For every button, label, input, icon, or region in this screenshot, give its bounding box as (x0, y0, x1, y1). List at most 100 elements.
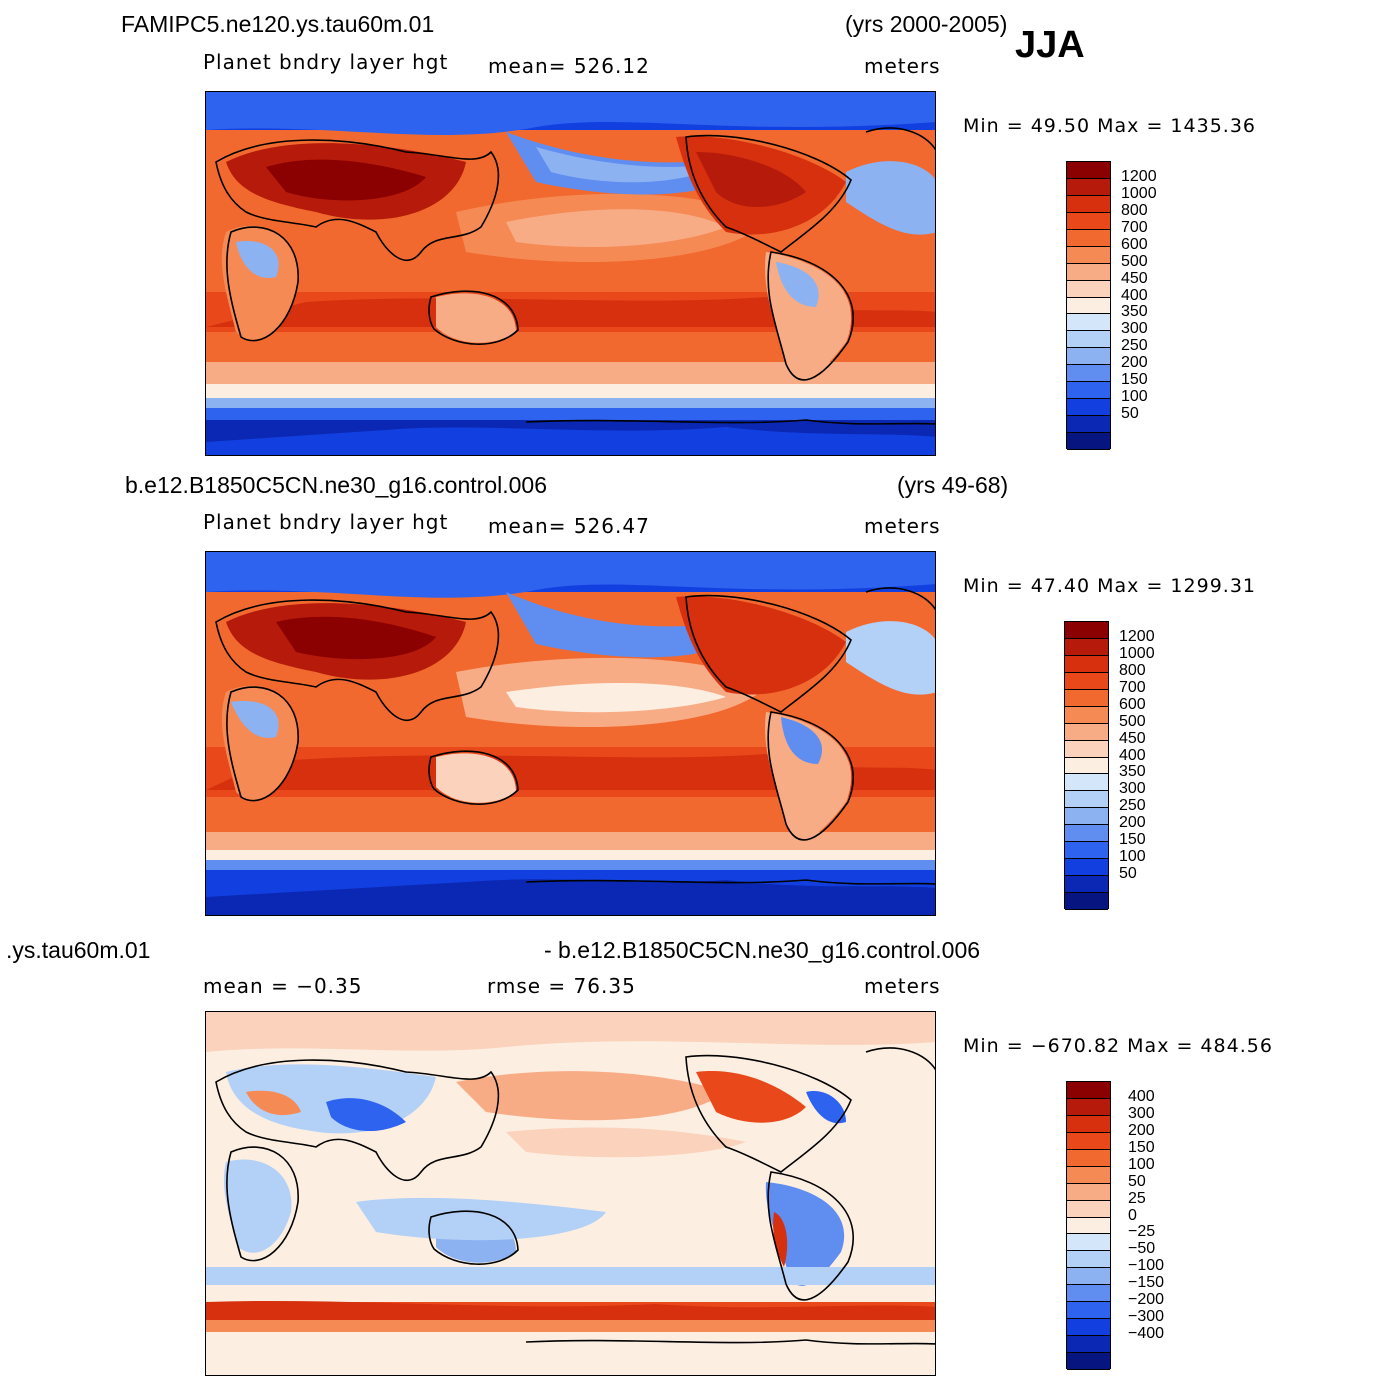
colorbar-swatch (1067, 1319, 1110, 1337)
panel2-colorbar (1064, 621, 1109, 910)
colorbar-label: 400 (1119, 746, 1146, 764)
colorbar-swatch (1067, 246, 1110, 264)
colorbar-swatch (1065, 655, 1108, 673)
colorbar-label: 300 (1121, 320, 1148, 338)
colorbar-label: 300 (1128, 1104, 1155, 1122)
colorbar-label: 200 (1128, 1121, 1155, 1139)
colorbar-swatch (1067, 1234, 1110, 1252)
colorbar-swatch (1067, 1115, 1110, 1133)
colorbar-swatch (1067, 1200, 1110, 1218)
colorbar-label: −150 (1128, 1274, 1165, 1292)
colorbar-swatch (1065, 859, 1108, 877)
colorbar-label: 450 (1119, 729, 1146, 747)
colorbar-swatch (1065, 842, 1108, 860)
colorbar-label: 200 (1121, 354, 1148, 372)
colorbar-label: 200 (1119, 814, 1146, 832)
panel1-units: meters (864, 54, 941, 78)
colorbar-swatch (1065, 893, 1108, 910)
panel1-mean: mean= 526.12 (488, 54, 650, 78)
colorbar-swatch (1067, 178, 1110, 196)
panel2-units: meters (864, 514, 941, 538)
colorbar-swatch (1067, 348, 1110, 366)
colorbar-swatch (1065, 740, 1108, 758)
colorbar-label: 1000 (1121, 184, 1157, 202)
colorbar-label: 700 (1121, 218, 1148, 236)
colorbar-label: 1200 (1121, 167, 1157, 185)
colorbar-swatch (1067, 382, 1110, 400)
colorbar-swatch (1067, 1217, 1110, 1235)
colorbar-swatch (1067, 1149, 1110, 1167)
panel3-case-title: .ys.tau60m.01 (6, 937, 151, 963)
colorbar-swatch (1067, 1302, 1110, 1320)
panel3-minmax: Min = −670.82 Max = 484.56 (963, 1035, 1273, 1057)
colorbar-swatch (1067, 195, 1110, 213)
colorbar-label: 400 (1128, 1087, 1155, 1105)
panel1-map-field (206, 92, 935, 455)
colorbar-swatch (1065, 774, 1108, 792)
colorbar-label: 500 (1119, 712, 1146, 730)
panel2-map-field (206, 552, 935, 915)
colorbar-swatch (1067, 1251, 1110, 1269)
colorbar-label: 700 (1119, 678, 1146, 696)
colorbar-label: 150 (1128, 1138, 1155, 1156)
colorbar-label: 25 (1128, 1189, 1146, 1207)
colorbar-label: 50 (1121, 405, 1139, 423)
season-label: JJA (1015, 24, 1085, 66)
colorbar-swatch (1067, 1166, 1110, 1184)
colorbar-label: 150 (1121, 371, 1148, 389)
colorbar-swatch (1067, 433, 1110, 450)
colorbar-label: −25 (1128, 1223, 1156, 1241)
colorbar-swatch (1067, 314, 1110, 332)
colorbar-swatch (1067, 1353, 1110, 1370)
panel1-minmax: Min = 49.50 Max = 1435.36 (963, 115, 1256, 137)
panel1-case-title: FAMIPC5.ne120.ys.tau60m.01 (121, 11, 435, 37)
colorbar-swatch (1065, 706, 1108, 724)
colorbar-label: 1200 (1119, 627, 1155, 645)
colorbar-label: −300 (1128, 1308, 1165, 1326)
colorbar-swatch (1065, 723, 1108, 741)
colorbar-swatch (1065, 808, 1108, 826)
colorbar-swatch (1067, 1132, 1110, 1150)
colorbar-swatch (1065, 672, 1108, 690)
colorbar-swatch (1065, 622, 1108, 639)
colorbar-swatch (1067, 212, 1110, 230)
colorbar-label: −100 (1128, 1257, 1165, 1275)
colorbar-label: 800 (1121, 201, 1148, 219)
colorbar-label: 300 (1119, 780, 1146, 798)
panel1-colorbar (1066, 161, 1111, 450)
colorbar-swatch (1067, 331, 1110, 349)
colorbar-swatch (1065, 689, 1108, 707)
colorbar-label: 450 (1121, 269, 1148, 287)
panel2-map (205, 551, 936, 916)
colorbar-swatch (1067, 263, 1110, 281)
colorbar-swatch (1065, 876, 1108, 894)
colorbar-swatch (1065, 825, 1108, 843)
colorbar-swatch (1067, 1285, 1110, 1303)
colorbar-swatch (1067, 1098, 1110, 1116)
colorbar-label: −50 (1128, 1240, 1156, 1258)
colorbar-swatch (1067, 1268, 1110, 1286)
panel2-minmax: Min = 47.40 Max = 1299.31 (963, 575, 1256, 597)
colorbar-label: 100 (1119, 848, 1146, 866)
colorbar-swatch (1067, 229, 1110, 247)
colorbar-swatch (1065, 638, 1108, 656)
panel3-units: meters (864, 974, 941, 998)
panel1-years: (yrs 2000-2005) (845, 11, 1008, 37)
colorbar-label: 800 (1119, 661, 1146, 679)
panel3-map (205, 1011, 936, 1376)
colorbar-label: −400 (1128, 1325, 1165, 1343)
panel2-case-title: b.e12.B1850C5CN.ne30_g16.control.006 (125, 472, 547, 498)
colorbar-label: 50 (1119, 865, 1137, 883)
colorbar-swatch (1067, 416, 1110, 434)
panel1-map (205, 91, 936, 456)
panel3-colorbar (1066, 1081, 1111, 1370)
colorbar-swatch (1067, 162, 1110, 179)
colorbar-swatch (1067, 1336, 1110, 1354)
colorbar-swatch (1067, 365, 1110, 383)
panel2-years: (yrs 49-68) (897, 472, 1009, 498)
colorbar-label: 400 (1121, 286, 1148, 304)
panel3-map-field (206, 1012, 935, 1375)
colorbar-swatch (1067, 399, 1110, 417)
colorbar-swatch (1067, 1183, 1110, 1201)
panel1-variable: Planet bndry layer hgt (203, 50, 449, 74)
